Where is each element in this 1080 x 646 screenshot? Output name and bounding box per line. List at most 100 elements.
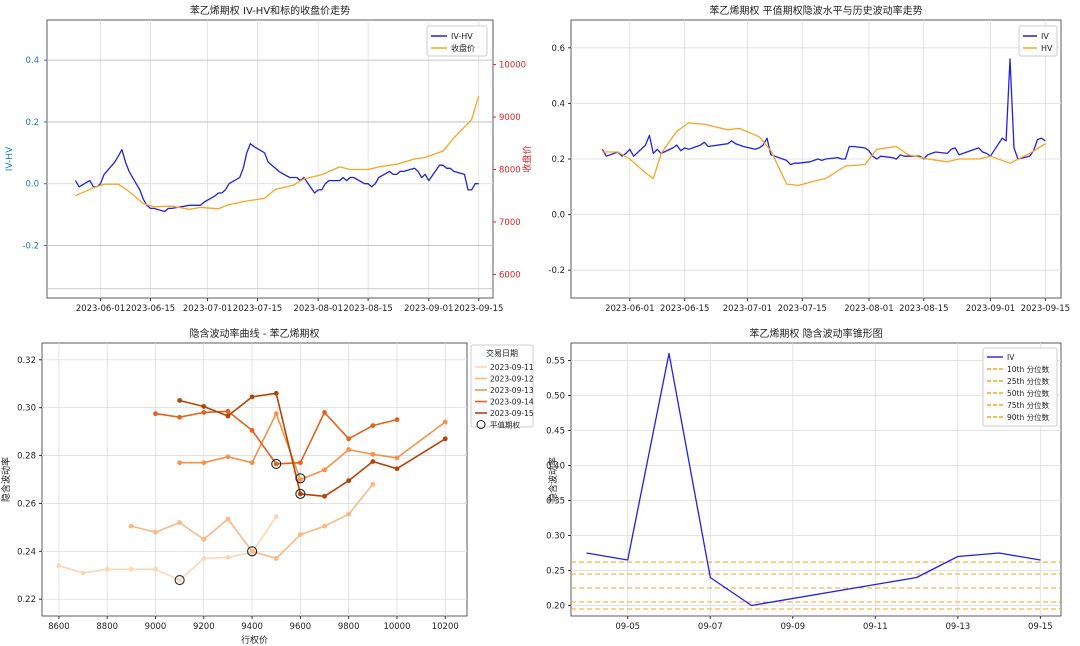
series-point-2-4-1: [201, 404, 207, 409]
x-tick-label-2-8: 10200: [432, 622, 459, 632]
legend-label-3-3: 50th 分位数: [1007, 388, 1050, 398]
series-point-2-4-7: [346, 478, 352, 484]
y2-tick-label-0-4: 10000: [499, 61, 526, 71]
y-tick-label-0-0: -0.2: [22, 241, 39, 251]
series-point-2-3-6: [297, 460, 303, 466]
legend-label-3-0: IV: [1007, 353, 1015, 362]
series-point-2-2-2: [225, 454, 231, 460]
series-point-2-3-3: [225, 408, 231, 414]
legend-label-3-1: 10th 分位数: [1007, 364, 1050, 374]
plot-area-0: [46, 19, 494, 299]
legend-box-2: [470, 344, 534, 428]
x-tick-label-1-4: 2023-08-01: [844, 304, 893, 314]
series-point-2-0-9: [273, 514, 279, 520]
chart-title-3: 苯乙烯期权 隐含波动率锥形图: [749, 327, 882, 340]
series-point-2-4-6: [322, 493, 327, 499]
x-tick-label-0-5: 2023-08-15: [343, 304, 392, 314]
x-tick-label-1-7: 2023-09-15: [1021, 304, 1070, 314]
y2-tick-label-0-1: 7000: [499, 218, 521, 228]
x-tick-label-2-6: 9800: [338, 622, 360, 632]
series-point-2-1-0: [128, 523, 134, 529]
series-line-0-0: [74, 142, 479, 213]
x-tick-label-0-0: 2023-06-01: [76, 304, 125, 314]
plot-area-2: [41, 342, 468, 617]
x-tick-label-3-4: 09-13: [945, 622, 970, 632]
series-point-2-2-10: [442, 419, 448, 425]
x-tick-label-3-0: 09-05: [615, 622, 640, 632]
series-point-2-1-7: [297, 532, 303, 537]
y-axis-label-2: 隐含波动率: [0, 457, 12, 502]
atm-marker-2-3: [295, 473, 306, 484]
series-point-2-1-4: [225, 516, 231, 522]
series-point-2-0-7: [225, 554, 231, 560]
x-tick-label-3-3: 09-11: [863, 622, 888, 632]
y-tick-label-3-0: 0.20: [546, 602, 565, 612]
y-tick-label-3-6: 0.50: [546, 392, 565, 402]
x-tick-label-0-3: 2023-07-15: [233, 304, 282, 314]
y2-tick-label-0-3: 9000: [499, 113, 521, 123]
y-tick-label-0-2: 0.2: [25, 118, 39, 128]
series-line-3-0: [586, 352, 1041, 607]
y-tick-label-3-3: 0.35: [546, 497, 565, 507]
x-tick-label-1-2: 2023-07-01: [723, 304, 772, 314]
y-tick-label-0-1: 0.0: [25, 180, 39, 190]
chart-title-1: 苯乙烯期权 平值期权隐波水平与历史波动率走势: [709, 4, 922, 17]
legend-label-2-2: 2023-09-13: [490, 386, 534, 395]
x-tick-label-2-4: 9400: [241, 622, 263, 632]
x-tick-label-2-5: 9600: [290, 622, 312, 632]
series-point-2-3-5: [273, 461, 279, 467]
y-tick-label-1-0: -0.2: [548, 266, 565, 276]
series-point-2-1-5: [249, 548, 255, 554]
x-tick-label-0-7: 2023-09-15: [454, 304, 503, 314]
series-point-2-0-5: [177, 577, 183, 583]
y-tick-label-1-1: 0.0: [551, 211, 565, 221]
legend-label-2-1: 2023-09-12: [490, 375, 534, 384]
legend-label-3-5: 90th 分位数: [1007, 412, 1050, 422]
y-tick-label-0-3: 0.4: [25, 56, 39, 66]
series-point-2-1-2: [177, 520, 183, 526]
series-line-2-0: [58, 516, 277, 581]
series-point-2-1-6: [273, 556, 279, 561]
legend-label-2-4: 2023-09-15: [490, 409, 534, 418]
legend-label-0-0: IV-HV: [451, 32, 473, 41]
series-point-2-2-3: [249, 460, 255, 466]
y-tick-label-3-5: 0.45: [546, 427, 565, 437]
series-point-2-2-9: [394, 455, 400, 461]
y-tick-label-2-0: 0.22: [17, 595, 36, 605]
y-tick-label-3-1: 0.25: [546, 567, 565, 577]
x-tick-label-0-4: 2023-08-01: [293, 304, 342, 314]
series-line-0-1: [75, 95, 480, 211]
y-tick-label-3-2: 0.30: [546, 532, 565, 542]
series-point-2-0-2: [104, 566, 110, 572]
x-tick-label-1-1: 2023-06-15: [660, 304, 709, 314]
legend-title-2: 交易日期: [486, 348, 518, 358]
series-point-2-0-1: [80, 570, 86, 576]
series-point-2-2-4: [273, 411, 279, 417]
x-tick-label-1-6: 2023-09-01: [966, 304, 1015, 314]
chart-title-0: 苯乙烯期权 IV-HV和标的收盘价走势: [190, 4, 350, 17]
legend-label-1-1: HV: [1041, 44, 1053, 53]
y2-tick-label-0-0: 6000: [499, 270, 521, 280]
legend-label-1-0: IV: [1041, 32, 1049, 41]
y2-tick-label-0-2: 8000: [499, 165, 521, 175]
legend-label-3-2: 25th 分位数: [1007, 376, 1050, 386]
atm-marker-2-1: [247, 546, 258, 557]
x-tick-label-2-2: 9000: [145, 622, 167, 632]
y-tick-label-1-4: 0.6: [551, 44, 565, 54]
series-point-2-4-10: [442, 436, 448, 442]
series-point-2-0-0: [56, 563, 62, 569]
y-tick-label-2-3: 0.28: [17, 452, 36, 462]
series-point-2-4-0: [177, 398, 183, 403]
series-point-2-2-5: [297, 477, 303, 482]
legend-label-2-3: 2023-09-14: [490, 398, 534, 407]
y-tick-label-3-4: 0.40: [546, 462, 565, 472]
y-axis-label-3: 隐含波动率: [547, 457, 559, 502]
series-point-2-4-9: [394, 466, 400, 472]
y-tick-label-1-2: 0.2: [551, 155, 565, 165]
series-point-2-3-1: [177, 414, 183, 420]
series-point-2-1-8: [322, 523, 327, 529]
legend-label-2-0: 2023-09-11: [490, 363, 534, 372]
x-tick-label-2-3: 9200: [193, 622, 215, 632]
